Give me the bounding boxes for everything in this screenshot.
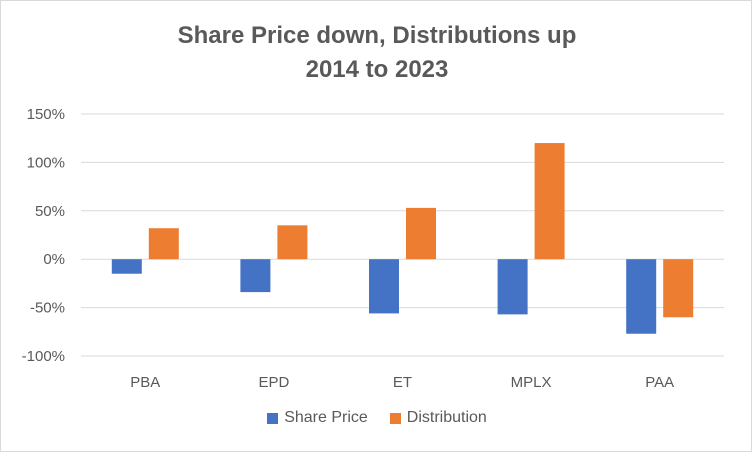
legend: Share Price Distribution bbox=[1, 409, 752, 427]
x-tick-label: MPLX bbox=[511, 374, 552, 391]
bar-distribution-mplx bbox=[534, 143, 565, 260]
y-tick-label: 150% bbox=[27, 106, 65, 123]
y-tick-label: 50% bbox=[35, 203, 65, 220]
y-tick-label: 100% bbox=[27, 154, 65, 171]
chart-title-line-2: 2014 to 2023 bbox=[305, 56, 449, 83]
x-tick-label: PBA bbox=[130, 374, 160, 391]
bar-share-price-pba bbox=[111, 259, 142, 274]
bar-share-price-et bbox=[369, 259, 399, 314]
y-tick-label: -100% bbox=[22, 348, 65, 365]
legend-swatch-distribution bbox=[389, 412, 401, 424]
y-tick-label: -50% bbox=[30, 300, 65, 317]
x-tick-label: EPD bbox=[258, 374, 289, 391]
x-tick-label: ET bbox=[393, 374, 412, 391]
bar-share-price-mplx bbox=[497, 259, 528, 315]
legend-item-distribution: Distribution bbox=[389, 409, 487, 427]
bar-distribution-et bbox=[406, 207, 436, 260]
chart-title-line-1: Share Price down, Distributions up bbox=[177, 22, 577, 49]
bar-share-price-epd bbox=[240, 259, 271, 293]
chart-title: Share Price down, Distributions up 2014 … bbox=[1, 19, 752, 87]
bar-distribution-epd bbox=[277, 225, 308, 260]
legend-label-distribution: Distribution bbox=[406, 409, 487, 426]
bar-distribution-pba bbox=[148, 228, 179, 260]
x-tick-label: PAA bbox=[645, 374, 674, 391]
y-tick-label: 0% bbox=[43, 251, 65, 268]
legend-label-share-price: Share Price bbox=[284, 409, 368, 426]
legend-swatch-share-price bbox=[267, 412, 279, 424]
legend-item-share-price: Share Price bbox=[267, 409, 368, 427]
bar-share-price-paa bbox=[626, 259, 657, 334]
bar-distribution-paa bbox=[663, 259, 694, 318]
